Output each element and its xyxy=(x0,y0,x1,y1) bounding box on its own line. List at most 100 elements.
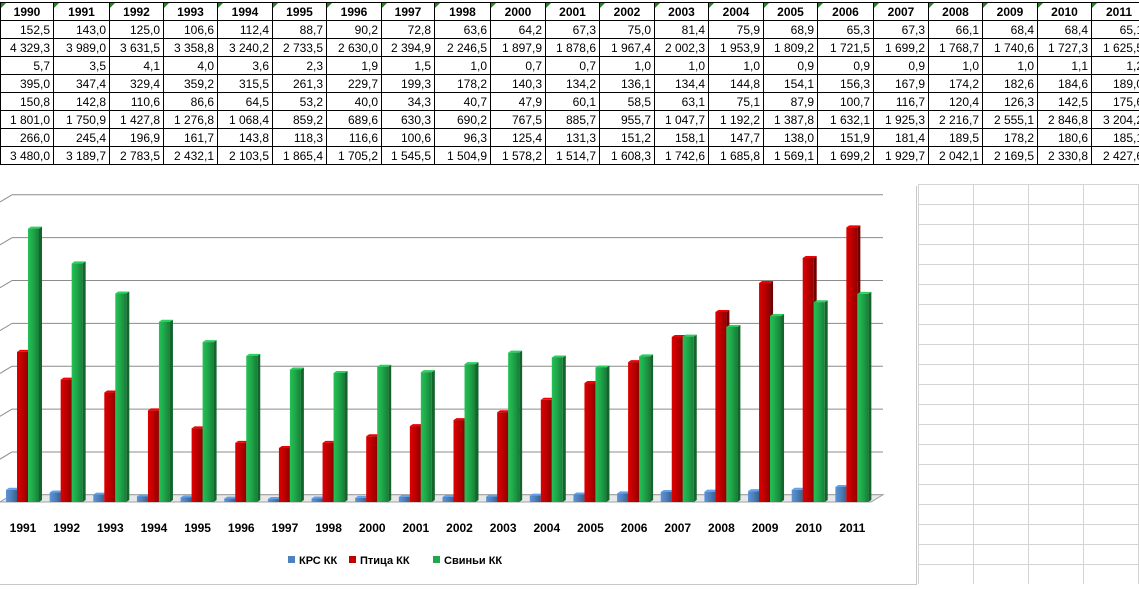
table-cell[interactable]: 3,6 xyxy=(218,57,273,75)
table-cell[interactable]: 116,7 xyxy=(874,93,929,111)
table-cell[interactable]: 67,3 xyxy=(546,21,600,39)
year-header-cell[interactable]: 1991 xyxy=(54,3,110,21)
table-cell[interactable]: 1 699,2 xyxy=(874,39,929,57)
table-cell[interactable]: 68,4 xyxy=(983,21,1038,39)
year-header-cell[interactable]: 2009 xyxy=(983,3,1038,21)
year-header-cell[interactable]: 2003 xyxy=(655,3,709,21)
table-cell[interactable]: 90,2 xyxy=(327,21,382,39)
table-cell[interactable]: 690,2 xyxy=(435,111,491,129)
table-cell[interactable]: 181,4 xyxy=(874,129,929,147)
table-cell[interactable]: 184,6 xyxy=(1038,75,1092,93)
table-cell[interactable]: 158,1 xyxy=(655,129,709,147)
table-cell[interactable]: 75,0 xyxy=(600,21,655,39)
table-cell[interactable]: 3 204,2 xyxy=(1092,111,1139,129)
table-cell[interactable]: 140,3 xyxy=(491,75,546,93)
table-cell[interactable]: 161,7 xyxy=(164,129,218,147)
year-header-cell[interactable]: 2000 xyxy=(491,3,546,21)
table-cell[interactable]: 266,0 xyxy=(1,129,54,147)
table-cell[interactable]: 1 632,1 xyxy=(818,111,874,129)
table-cell[interactable]: 112,4 xyxy=(218,21,273,39)
table-cell[interactable]: 151,9 xyxy=(818,129,874,147)
table-cell[interactable]: 150,8 xyxy=(1,93,54,111)
table-cell[interactable]: 955,7 xyxy=(600,111,655,129)
table-cell[interactable]: 3 480,0 xyxy=(1,147,54,165)
table-cell[interactable]: 67,3 xyxy=(874,21,929,39)
table-cell[interactable]: 2,3 xyxy=(273,57,327,75)
table-cell[interactable]: 144,8 xyxy=(709,75,764,93)
table-cell[interactable]: 40,0 xyxy=(327,93,382,111)
table-cell[interactable]: 64,5 xyxy=(218,93,273,111)
table-cell[interactable]: 64,2 xyxy=(491,21,546,39)
table-cell[interactable]: 0,7 xyxy=(491,57,546,75)
table-cell[interactable]: 1 578,2 xyxy=(491,147,546,165)
table-cell[interactable]: 180,6 xyxy=(1038,129,1092,147)
table-cell[interactable]: 182,6 xyxy=(983,75,1038,93)
table-cell[interactable]: 229,7 xyxy=(327,75,382,93)
table-cell[interactable]: 178,2 xyxy=(983,129,1038,147)
table-cell[interactable]: 143,8 xyxy=(218,129,273,147)
table-cell[interactable]: 81,4 xyxy=(655,21,709,39)
table-cell[interactable]: 152,5 xyxy=(1,21,54,39)
table-cell[interactable]: 1 967,4 xyxy=(600,39,655,57)
table-cell[interactable]: 2 169,5 xyxy=(983,147,1038,165)
table-cell[interactable]: 1 897,9 xyxy=(491,39,546,57)
table-cell[interactable]: 174,2 xyxy=(929,75,983,93)
table-cell[interactable]: 1 514,7 xyxy=(546,147,600,165)
table-cell[interactable]: 72,8 xyxy=(382,21,435,39)
table-cell[interactable]: 126,3 xyxy=(983,93,1038,111)
table-cell[interactable]: 1 925,3 xyxy=(874,111,929,129)
year-header-cell[interactable]: 1995 xyxy=(273,3,327,21)
table-cell[interactable]: 2 846,8 xyxy=(1038,111,1092,129)
table-cell[interactable]: 1 387,8 xyxy=(764,111,818,129)
table-cell[interactable]: 88,7 xyxy=(273,21,327,39)
table-cell[interactable]: 1 721,5 xyxy=(818,39,874,57)
year-header-cell[interactable]: 2011 xyxy=(1092,3,1139,21)
table-cell[interactable]: 138,0 xyxy=(764,129,818,147)
table-cell[interactable]: 63,1 xyxy=(655,93,709,111)
table-cell[interactable]: 395,0 xyxy=(1,75,54,93)
table-cell[interactable]: 1,0 xyxy=(709,57,764,75)
year-header-cell[interactable]: 2006 xyxy=(818,3,874,21)
table-cell[interactable]: 2 246,5 xyxy=(435,39,491,57)
table-cell[interactable]: 189,0 xyxy=(1092,75,1139,93)
table-cell[interactable]: 53,2 xyxy=(273,93,327,111)
table-cell[interactable]: 134,4 xyxy=(655,75,709,93)
table-cell[interactable]: 136,1 xyxy=(600,75,655,93)
table-cell[interactable]: 1 545,5 xyxy=(382,147,435,165)
table-cell[interactable]: 1 276,8 xyxy=(164,111,218,129)
table-cell[interactable]: 40,7 xyxy=(435,93,491,111)
table-cell[interactable]: 125,0 xyxy=(110,21,164,39)
table-cell[interactable]: 100,6 xyxy=(382,129,435,147)
table-cell[interactable]: 1 727,3 xyxy=(1038,39,1092,57)
year-header-cell[interactable]: 1997 xyxy=(382,3,435,21)
table-cell[interactable]: 118,3 xyxy=(273,129,327,147)
table-cell[interactable]: 885,7 xyxy=(546,111,600,129)
table-cell[interactable]: 189,5 xyxy=(929,129,983,147)
table-cell[interactable]: 2 783,5 xyxy=(110,147,164,165)
year-header-cell[interactable]: 1998 xyxy=(435,3,491,21)
table-cell[interactable]: 142,8 xyxy=(54,93,110,111)
table-cell[interactable]: 2 042,1 xyxy=(929,147,983,165)
year-header-cell[interactable]: 2002 xyxy=(600,3,655,21)
year-header-cell[interactable]: 2004 xyxy=(709,3,764,21)
table-cell[interactable]: 142,5 xyxy=(1038,93,1092,111)
table-cell[interactable]: 1,0 xyxy=(435,57,491,75)
table-cell[interactable]: 1,2 xyxy=(1092,57,1139,75)
table-cell[interactable]: 1 699,2 xyxy=(818,147,874,165)
table-cell[interactable]: 4,0 xyxy=(164,57,218,75)
table-cell[interactable]: 106,6 xyxy=(164,21,218,39)
table-cell[interactable]: 65,3 xyxy=(818,21,874,39)
table-cell[interactable]: 359,2 xyxy=(164,75,218,93)
table-cell[interactable]: 767,5 xyxy=(491,111,546,129)
table-cell[interactable]: 75,1 xyxy=(709,93,764,111)
table-cell[interactable]: 245,4 xyxy=(54,129,110,147)
table-cell[interactable]: 1 768,7 xyxy=(929,39,983,57)
table-cell[interactable]: 1 929,7 xyxy=(874,147,929,165)
table-cell[interactable]: 1 625,5 xyxy=(1092,39,1139,57)
table-cell[interactable]: 116,6 xyxy=(327,129,382,147)
table-cell[interactable]: 2 555,1 xyxy=(983,111,1038,129)
year-header-cell[interactable]: 2001 xyxy=(546,3,600,21)
table-cell[interactable]: 4 329,3 xyxy=(1,39,54,57)
table-cell[interactable]: 110,6 xyxy=(110,93,164,111)
table-cell[interactable]: 100,7 xyxy=(818,93,874,111)
